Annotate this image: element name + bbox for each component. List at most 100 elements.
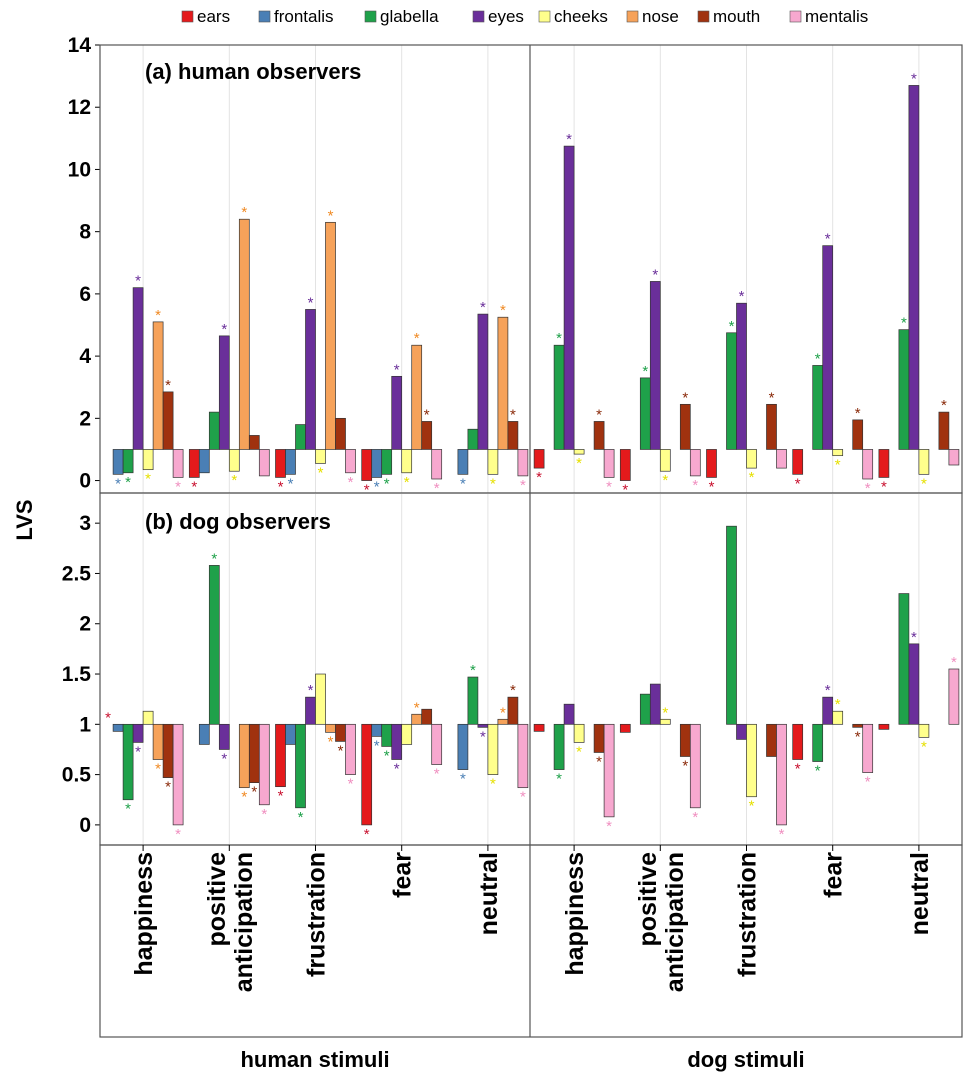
legend-label-glabella: glabella	[380, 7, 439, 26]
significance-star-cheeks-8: *	[835, 457, 841, 474]
x-tick-label-7: frustration	[734, 852, 762, 977]
significance-star-nose-3: *	[414, 330, 420, 347]
significance-star-eyes-5: *	[566, 131, 572, 148]
x-tick-label-2: frustration	[303, 852, 331, 977]
bar-eyes-3	[391, 723, 403, 760]
bar-nose-0	[152, 723, 164, 760]
y-tick-label: 2	[79, 613, 91, 636]
bar-mouth-2	[335, 723, 346, 742]
bar-frontalis-0	[112, 449, 124, 475]
significance-star-cheeks-9: *	[921, 738, 927, 755]
significance-star-ears-3: *	[364, 826, 370, 843]
bar-eyes-0	[132, 287, 144, 450]
y-tick-label: 4	[79, 345, 91, 368]
significance-star-mouth-8: *	[855, 405, 861, 422]
bar-mentalis-0	[172, 449, 184, 478]
x-tick-label-6: positiveanticipation	[634, 852, 689, 992]
panel-b: 0 0.5 1 1.5 2 2.5 3 * * * * * * * * * * * * * * * * * * * * * * * * * * *…	[62, 492, 963, 846]
bar-mentalis-0	[172, 723, 184, 826]
bar-glabella-7	[726, 525, 737, 725]
bar-ears-8	[792, 449, 804, 475]
bar-nose-0	[152, 321, 164, 450]
bar-nose-3	[411, 344, 423, 450]
bar-eyes-3	[391, 375, 403, 450]
significance-star-eyes-8: *	[825, 682, 831, 699]
bar-eyes-6	[649, 281, 661, 450]
significance-star-frontalis-2: *	[288, 475, 294, 492]
bar-eyes-7	[736, 723, 747, 740]
bar-glabella-4	[467, 676, 479, 725]
significance-star-glabella-7: *	[729, 318, 735, 335]
bar-cheeks-7	[746, 449, 757, 469]
significance-star-mentalis-6: *	[692, 809, 698, 826]
significance-star-mouth-4: *	[510, 682, 516, 699]
y-tick-label: 1	[79, 713, 91, 736]
significance-star-mentalis-0: *	[175, 826, 181, 843]
bar-cheeks-3	[401, 723, 413, 745]
bar-cheeks-2	[315, 673, 326, 725]
bar-frontalis-3	[371, 449, 383, 478]
significance-star-cheeks-7: *	[749, 798, 755, 815]
bar-ears-5	[533, 449, 545, 469]
legend-swatch-mouth	[697, 10, 710, 23]
bar-nose-1	[238, 723, 250, 789]
panel-title-a: (a) human observers	[145, 59, 361, 84]
bar-mouth-8	[852, 723, 864, 728]
bar-glabella-1	[208, 411, 220, 450]
significance-star-eyes-0: *	[135, 273, 141, 290]
significance-star-mentalis-4: *	[520, 477, 526, 494]
bar-mouth-7	[766, 723, 777, 757]
bar-mouth-3	[421, 421, 433, 450]
significance-star-ears-2: *	[278, 478, 284, 495]
bar-cheeks-7	[746, 723, 757, 798]
significance-star-eyes-4: *	[480, 299, 486, 316]
y-tick-label: 0	[79, 470, 91, 493]
significance-star-cheeks-2: *	[318, 464, 324, 481]
significance-star-mentalis-1: *	[261, 806, 267, 823]
significance-star-mouth-9: *	[941, 397, 947, 414]
bar-mentalis-3	[431, 449, 443, 480]
bar-nose-4	[497, 316, 509, 450]
significance-star-cheeks-7: *	[749, 469, 755, 486]
significance-star-glabella-4: *	[470, 662, 476, 679]
y-tick-label: 0	[79, 814, 91, 837]
bar-mouth-7	[766, 403, 777, 450]
x-tick-label-5: happiness	[561, 852, 589, 976]
significance-star-cheeks-0: *	[145, 471, 151, 488]
bar-glabella-5	[553, 723, 565, 770]
significance-star-glabella-1: *	[211, 550, 217, 567]
significance-star-mentalis-2: *	[348, 474, 354, 491]
legend-swatch-nose	[626, 10, 639, 23]
x-group-label-1: dog stimuli	[687, 1047, 804, 1072]
significance-star-glabella-0: *	[125, 801, 131, 818]
legend-label-ears: ears	[197, 7, 230, 26]
bar-cheeks-1	[228, 449, 240, 472]
bar-cheeks-0	[142, 449, 154, 471]
significance-star-ears-6: *	[622, 482, 628, 499]
significance-star-eyes-9: *	[911, 629, 917, 646]
significance-star-glabella-8: *	[815, 763, 821, 780]
significance-star-cheeks-4: *	[490, 776, 496, 793]
bar-mouth-1	[248, 435, 260, 450]
significance-star-mentalis-8: *	[865, 774, 871, 791]
significance-star-mentalis-3: *	[434, 480, 440, 497]
bar-eyes-5	[563, 145, 575, 450]
y-axis-label: LVS	[12, 499, 37, 540]
y-tick-label: 3	[79, 512, 91, 535]
significance-star-glabella-8: *	[815, 350, 821, 367]
significance-star-ears-8: *	[795, 761, 801, 778]
bar-ears-9	[878, 449, 890, 478]
bar-eyes-8	[822, 245, 834, 450]
bar-ears-7	[706, 449, 717, 478]
significance-star-mouth-4: *	[510, 406, 516, 423]
bar-eyes-9	[908, 643, 920, 725]
bar-mentalis-6	[689, 449, 701, 477]
bar-cheeks-3	[401, 449, 413, 474]
bar-mentalis-7	[776, 449, 787, 469]
significance-star-eyes-8: *	[825, 231, 831, 248]
significance-star-mentalis-3: *	[434, 766, 440, 783]
bar-glabella-0	[122, 449, 134, 474]
bar-mentalis-9	[948, 668, 960, 725]
bar-ears-9	[878, 723, 890, 730]
